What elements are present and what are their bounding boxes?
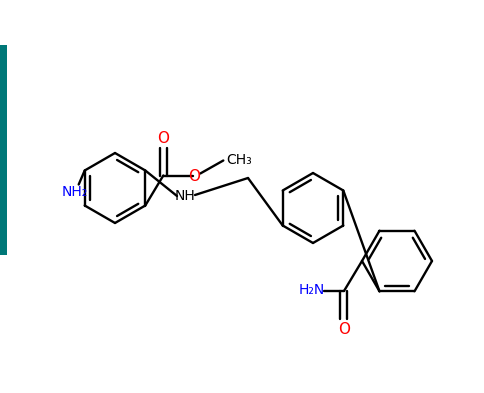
Text: NH: NH	[174, 189, 195, 203]
Text: O: O	[188, 169, 200, 184]
Text: CH₃: CH₃	[226, 154, 252, 167]
Text: O: O	[157, 131, 169, 146]
Text: O: O	[337, 321, 349, 336]
Text: NH₂: NH₂	[61, 185, 88, 200]
Bar	[0, 45, 7, 255]
Text: H₂N: H₂N	[298, 283, 324, 297]
